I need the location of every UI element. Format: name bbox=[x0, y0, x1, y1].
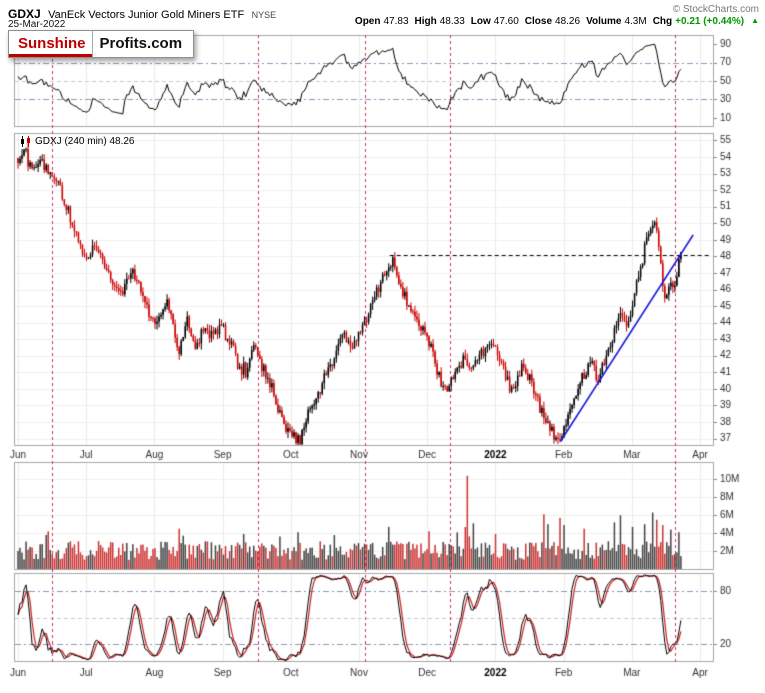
low-label: Low bbox=[470, 16, 491, 27]
chg-label: Chg bbox=[652, 16, 673, 27]
chart-header-title: GDXJ VanEck Vectors Junior Gold Miners E… bbox=[8, 5, 276, 23]
volume-value: 4.3M bbox=[624, 16, 647, 27]
exchange-label: NYSE bbox=[251, 10, 277, 20]
chg-value: +0.21 (+0.44%) bbox=[675, 16, 745, 27]
open-value: 47.83 bbox=[383, 16, 409, 27]
volume-label: Volume bbox=[586, 16, 622, 27]
open-label: Open bbox=[354, 16, 381, 27]
copyright: © StockCharts.com bbox=[672, 4, 759, 15]
high-label: High bbox=[414, 16, 437, 27]
price-panel-label-text: GDXJ (240 min) 48.26 bbox=[35, 136, 135, 147]
sunshine-profits-logo: Sunshine Profits.com bbox=[8, 30, 195, 58]
high-value: 48.33 bbox=[439, 16, 465, 27]
logo-sunshine: Sunshine bbox=[9, 31, 92, 57]
low-value: 47.60 bbox=[493, 16, 519, 27]
close-value: 48.26 bbox=[555, 16, 581, 27]
chart-date: 25-Mar-2022 bbox=[8, 19, 66, 30]
ticker-symbol: GDXJ bbox=[8, 7, 41, 21]
candlestick-icon bbox=[21, 136, 30, 147]
price-panel-label: GDXJ (240 min) 48.26 bbox=[20, 136, 135, 147]
logo-profits: Profits.com bbox=[91, 31, 194, 57]
ohlc-quote-row: Open 47.83 High 48.33 Low 47.60 Close 48.26 Volu… bbox=[355, 16, 759, 27]
close-label: Close bbox=[524, 16, 553, 27]
instrument-name: VanEck Vectors Junior Gold Miners ETF bbox=[48, 9, 245, 21]
chg-up-arrow-icon: ▲ bbox=[751, 16, 759, 25]
